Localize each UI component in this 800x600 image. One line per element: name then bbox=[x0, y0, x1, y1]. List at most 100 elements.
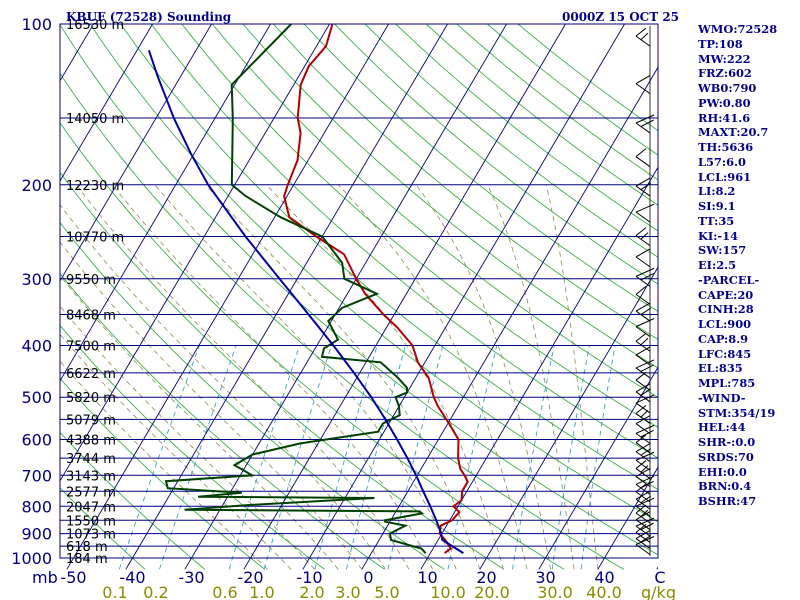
wind-barb bbox=[635, 326, 651, 338]
index-row: PW:0.80 bbox=[698, 95, 751, 110]
wind-barb bbox=[635, 544, 651, 555]
wind-barb bbox=[640, 448, 652, 456]
temperature-tick-label: -20 bbox=[237, 568, 263, 587]
wind-barb bbox=[635, 83, 651, 95]
wind-barb bbox=[635, 75, 651, 85]
moist-adiabat bbox=[112, 184, 433, 570]
index-row: STM:354/19 bbox=[698, 405, 776, 420]
wind-barb bbox=[635, 367, 651, 379]
height-label: 5079 m bbox=[66, 413, 116, 428]
index-row: EL:835 bbox=[698, 361, 743, 376]
height-label: 14050 m bbox=[66, 112, 124, 127]
wind-barb bbox=[635, 532, 651, 543]
station-title: KBUF (72528) Sounding bbox=[66, 10, 232, 24]
wind-barb bbox=[635, 177, 651, 187]
wind-barb bbox=[635, 519, 651, 531]
index-row: FRZ:602 bbox=[698, 66, 752, 81]
moist-adiabat bbox=[205, 184, 481, 570]
pressure-tick-label: 700 bbox=[21, 466, 52, 485]
moist-adiabat bbox=[60, 241, 363, 570]
mixing-ratio-label: 1.0 bbox=[249, 583, 274, 600]
pressure-tick-label: 500 bbox=[21, 388, 52, 407]
wind-barb bbox=[640, 307, 652, 315]
temperature-tick-label: -30 bbox=[178, 568, 204, 587]
height-label: 2047 m bbox=[66, 500, 116, 515]
wind-barb bbox=[635, 383, 651, 393]
wind-barb bbox=[635, 475, 655, 485]
dry-adiabat bbox=[60, 272, 385, 570]
wind-barb bbox=[635, 256, 651, 268]
indices-panel: WMO:72528 TP:108 MW:222 FRZ:602 WB0:790 PW:0.… bbox=[698, 22, 798, 509]
wind-barb bbox=[635, 346, 651, 356]
temperature-line bbox=[283, 24, 469, 554]
wind-barb bbox=[635, 491, 651, 503]
index-row: SRDS:70 bbox=[698, 449, 754, 464]
wind-barb bbox=[640, 337, 649, 346]
wind-barb bbox=[635, 468, 651, 479]
wind-barb bbox=[640, 182, 652, 190]
index-row: LI:8.2 bbox=[698, 184, 736, 199]
dry-adiabat bbox=[60, 431, 206, 570]
wind-barb bbox=[640, 410, 649, 418]
wind-barb bbox=[635, 156, 651, 168]
dry-adiabat bbox=[273, 24, 658, 341]
wind-barb bbox=[635, 413, 651, 424]
index-row: -WIND- bbox=[698, 390, 746, 405]
mixing-ratio-line bbox=[118, 345, 200, 570]
temperature-tick-label: 20 bbox=[476, 568, 496, 587]
pressure-tick-label: 400 bbox=[21, 337, 52, 356]
mixing-ratio-line bbox=[159, 345, 237, 570]
height-label: 16530 m bbox=[66, 18, 124, 33]
wind-barb bbox=[635, 379, 651, 391]
index-row: BSHR:47 bbox=[698, 494, 757, 508]
height-label: 8468 m bbox=[66, 309, 116, 324]
wind-barb bbox=[635, 114, 655, 124]
wind-barb bbox=[635, 391, 651, 403]
wind-barb bbox=[635, 211, 651, 223]
wind-barb bbox=[635, 468, 651, 478]
dry-adiabat bbox=[60, 121, 565, 570]
time-title: 0000Z 15 OCT 25 bbox=[562, 10, 680, 24]
wind-barb bbox=[635, 424, 655, 434]
wind-barb bbox=[640, 509, 649, 517]
mixing-ratio-label: 20.0 bbox=[474, 583, 510, 600]
wind-barb bbox=[635, 318, 655, 328]
moist-adiabat bbox=[487, 184, 575, 570]
index-row: TP:108 bbox=[698, 36, 743, 51]
index-row: WMO:72528 bbox=[698, 22, 778, 36]
index-row: WB0:790 bbox=[698, 81, 757, 95]
height-label: 9550 m bbox=[66, 273, 116, 288]
wind-barb bbox=[640, 119, 654, 127]
wind-barb bbox=[640, 272, 654, 281]
index-row: EHI:0.0 bbox=[698, 464, 747, 479]
height-label: 3744 m bbox=[66, 452, 116, 467]
dry-adiabat bbox=[60, 487, 146, 570]
index-row: L57:6.0 bbox=[698, 154, 746, 169]
dry-adiabat bbox=[211, 24, 658, 398]
background-grid bbox=[60, 24, 658, 570]
isotherm bbox=[479, 266, 658, 570]
mixing-ratio-label: 3.0 bbox=[335, 583, 360, 600]
wind-barb bbox=[635, 415, 651, 425]
mixing-ratio-line bbox=[512, 345, 555, 570]
dewpoint-line bbox=[164, 24, 427, 554]
dry-adiabat bbox=[60, 377, 266, 570]
wind-barb bbox=[635, 394, 655, 404]
wind-barb bbox=[635, 536, 655, 545]
wind-barb bbox=[635, 310, 651, 322]
dry-adiabat bbox=[60, 221, 445, 570]
index-row: SI:9.1 bbox=[698, 199, 736, 213]
wind-barb bbox=[640, 364, 654, 372]
wind-barb bbox=[635, 235, 651, 247]
mixing-ratio-line bbox=[551, 345, 590, 570]
mixing-ratio-label: 0.2 bbox=[143, 583, 168, 600]
isotherm bbox=[420, 166, 658, 570]
temperature-unit-label: C bbox=[654, 568, 665, 587]
mixing-ratio-label: 0.1 bbox=[102, 583, 127, 600]
wind-barb bbox=[635, 405, 647, 414]
mixing-ratio-line bbox=[345, 345, 406, 570]
pressure-unit-label: mb bbox=[32, 568, 58, 587]
wind-barb bbox=[635, 517, 655, 527]
